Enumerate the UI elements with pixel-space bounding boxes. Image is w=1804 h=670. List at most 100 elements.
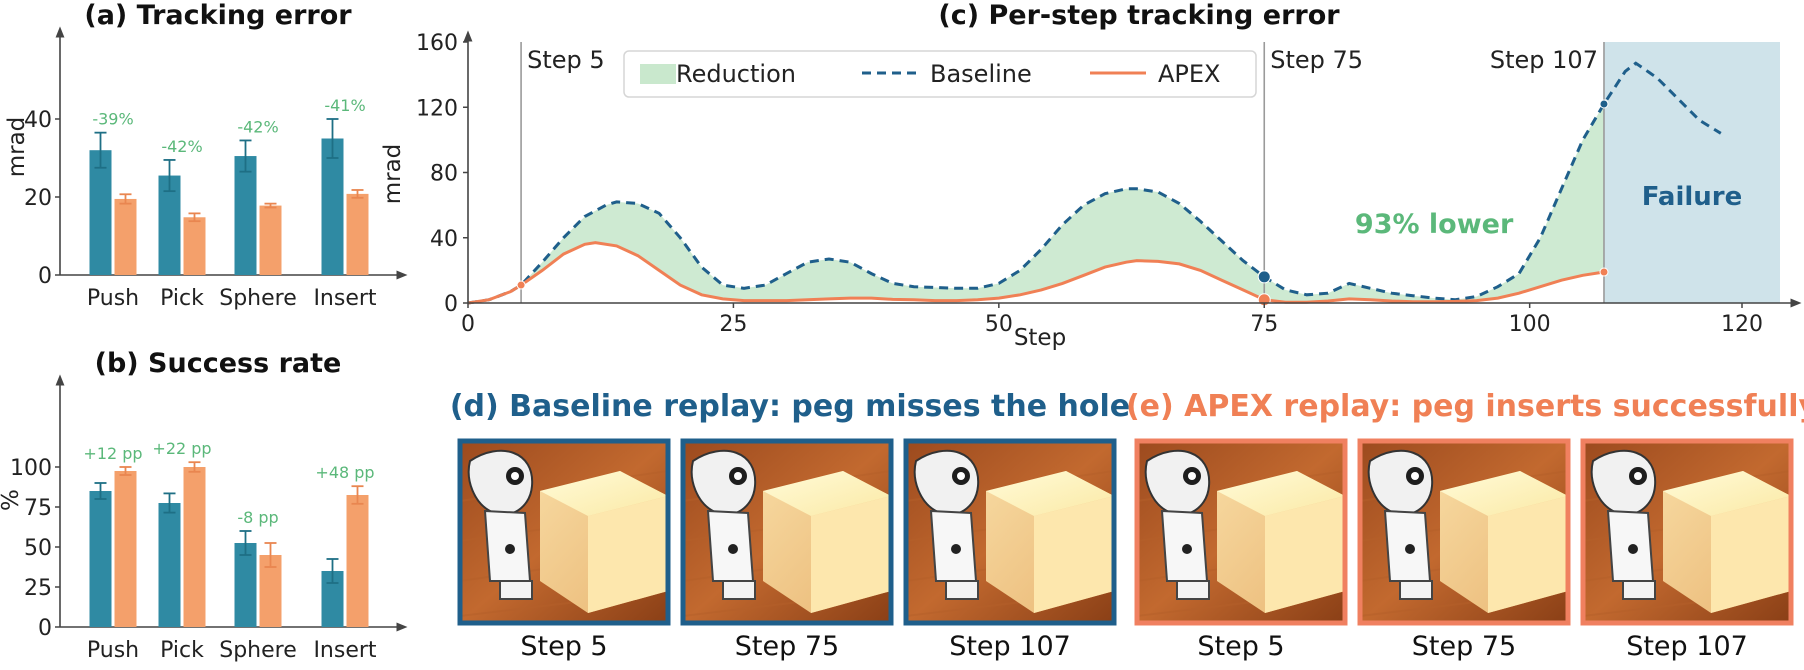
step-marker-label: Step 5	[527, 46, 605, 74]
ytick-label: 40	[430, 227, 458, 252]
panel-a-yticks: 0 20 40	[24, 108, 60, 289]
baseline-bar	[234, 543, 257, 627]
legend-box	[623, 50, 1257, 98]
category-label: Pick	[160, 286, 204, 311]
reduction-area	[468, 104, 1604, 303]
baseline-frame-3: Step 107	[903, 438, 1117, 662]
panel-b-ylabel: %	[0, 489, 24, 511]
apex-frame-1-caption: Step 5	[1197, 631, 1284, 662]
ytick-label: 80	[430, 162, 458, 187]
xtick-label: 75	[1250, 312, 1278, 337]
apex-frame-2-caption: Step 75	[1412, 631, 1516, 662]
improvement-annotation: -41%	[324, 96, 365, 115]
panel-d-title: (d) Baseline replay: peg misses the hole	[450, 389, 1130, 424]
improvement-annotation: -39%	[92, 110, 133, 129]
apex-frame-2: Step 75	[1357, 438, 1571, 662]
error-bar	[326, 558, 339, 584]
data-marker	[516, 280, 526, 290]
baseline-bar	[234, 156, 257, 275]
legend-label-reduction: Reduction	[676, 60, 796, 88]
panel-e-title: (e) APEX replay: peg inserts successfull…	[1126, 389, 1804, 424]
reduction-label: 93% lower	[1355, 209, 1514, 240]
ytick-label: 75	[24, 496, 52, 521]
panel-e-frames: Step 5 Step 75 Step 107	[1134, 438, 1794, 662]
error-bar	[239, 139, 252, 173]
panel-a-ylabel: mrad	[4, 117, 30, 178]
failure-label: Failure	[1642, 182, 1743, 212]
panel-c: (c) Per-step tracking error mrad Step Fa…	[380, 0, 1802, 351]
panel-b-bars	[89, 461, 369, 627]
panel-a-categories: Push Pick Sphere Insert	[87, 286, 377, 311]
baseline-line	[467, 61, 1722, 305]
baseline-frame-3-caption: Step 107	[949, 631, 1071, 662]
improvement-annotation: +12 pp	[83, 444, 142, 463]
ytick-label: 120	[416, 96, 458, 121]
panel-c-xticks: 0 25 50 75 100 120	[461, 303, 1763, 337]
category-label: Push	[87, 286, 139, 311]
apex-frame-1: Step 5	[1134, 438, 1348, 662]
data-marker	[1599, 267, 1609, 277]
data-marker	[1599, 99, 1609, 109]
panel-c-ylabel: mrad	[380, 144, 406, 205]
panel-d-frames: Step 5 Step 75 Step 107	[457, 438, 1117, 662]
error-bar	[163, 159, 176, 193]
apex-line	[467, 241, 1605, 305]
ytick-label: 25	[24, 576, 52, 601]
ytick-label: 20	[24, 186, 52, 211]
apex-bar	[114, 471, 137, 627]
baseline-bar	[321, 138, 344, 275]
apex-bar	[183, 467, 206, 627]
baseline-bar	[158, 503, 181, 627]
error-bar	[351, 189, 364, 199]
xtick-label: 100	[1509, 312, 1551, 337]
ytick-label: 40	[24, 108, 52, 133]
panel-a-bars	[89, 118, 369, 275]
error-bar	[239, 530, 252, 556]
xtick-label: 0	[461, 312, 475, 337]
panel-c-title: (c) Per-step tracking error	[938, 0, 1340, 31]
improvement-annotation: -42%	[161, 137, 202, 156]
error-bar	[264, 202, 277, 209]
ytick-label: 160	[416, 31, 458, 56]
panel-b: (b) Success rate % 0 25 50 75 100 Push Pick Sp…	[0, 348, 408, 663]
step-marker-label: Step 75	[1270, 46, 1363, 74]
category-label: Insert	[313, 286, 376, 311]
improvement-annotation: +48 pp	[315, 463, 374, 482]
panel-b-categories: Push Pick Sphere Insert	[87, 638, 377, 663]
panel-a-annotations: -39% -42% -42% -41%	[92, 96, 365, 156]
apex-bar	[259, 205, 282, 275]
error-bar	[94, 482, 107, 500]
apex-bar	[259, 555, 282, 627]
data-marker	[1257, 270, 1271, 284]
xtick-label: 50	[985, 312, 1013, 337]
baseline-bar	[89, 150, 112, 275]
panel-c-xlabel: Step	[1014, 325, 1066, 351]
panel-c-legend: Reduction Baseline APEX	[623, 50, 1257, 98]
step-marker-label: Step 107	[1490, 46, 1598, 74]
apex-frame-3-caption: Step 107	[1626, 631, 1748, 662]
panel-a: (a) Tracking error mrad 0 20 40 Push Pick Sp…	[4, 0, 408, 311]
legend-label-apex: APEX	[1158, 60, 1221, 88]
baseline-frame-1-caption: Step 5	[520, 631, 607, 662]
ytick-label: 0	[38, 616, 52, 641]
xtick-label: 120	[1721, 312, 1763, 337]
category-label: Sphere	[219, 286, 297, 311]
legend-label-baseline: Baseline	[930, 60, 1032, 88]
error-bar	[163, 492, 176, 514]
ytick-label: 0	[38, 264, 52, 289]
panel-c-markers	[516, 99, 1609, 307]
category-label: Insert	[313, 638, 376, 663]
improvement-annotation: -42%	[237, 117, 278, 136]
baseline-frame-2-caption: Step 75	[735, 631, 839, 662]
category-label: Sphere	[219, 638, 297, 663]
error-bar	[94, 131, 107, 169]
failure-region	[1603, 42, 1780, 303]
error-bar	[119, 466, 132, 476]
panel-c-vlines: Step 5 Step 75 Step 107	[520, 42, 1605, 303]
apex-bar	[114, 198, 137, 275]
apex-frame-3: Step 107	[1580, 438, 1794, 662]
error-bar	[264, 542, 277, 568]
ytick-label: 0	[444, 292, 458, 317]
apex-bar	[346, 495, 369, 627]
